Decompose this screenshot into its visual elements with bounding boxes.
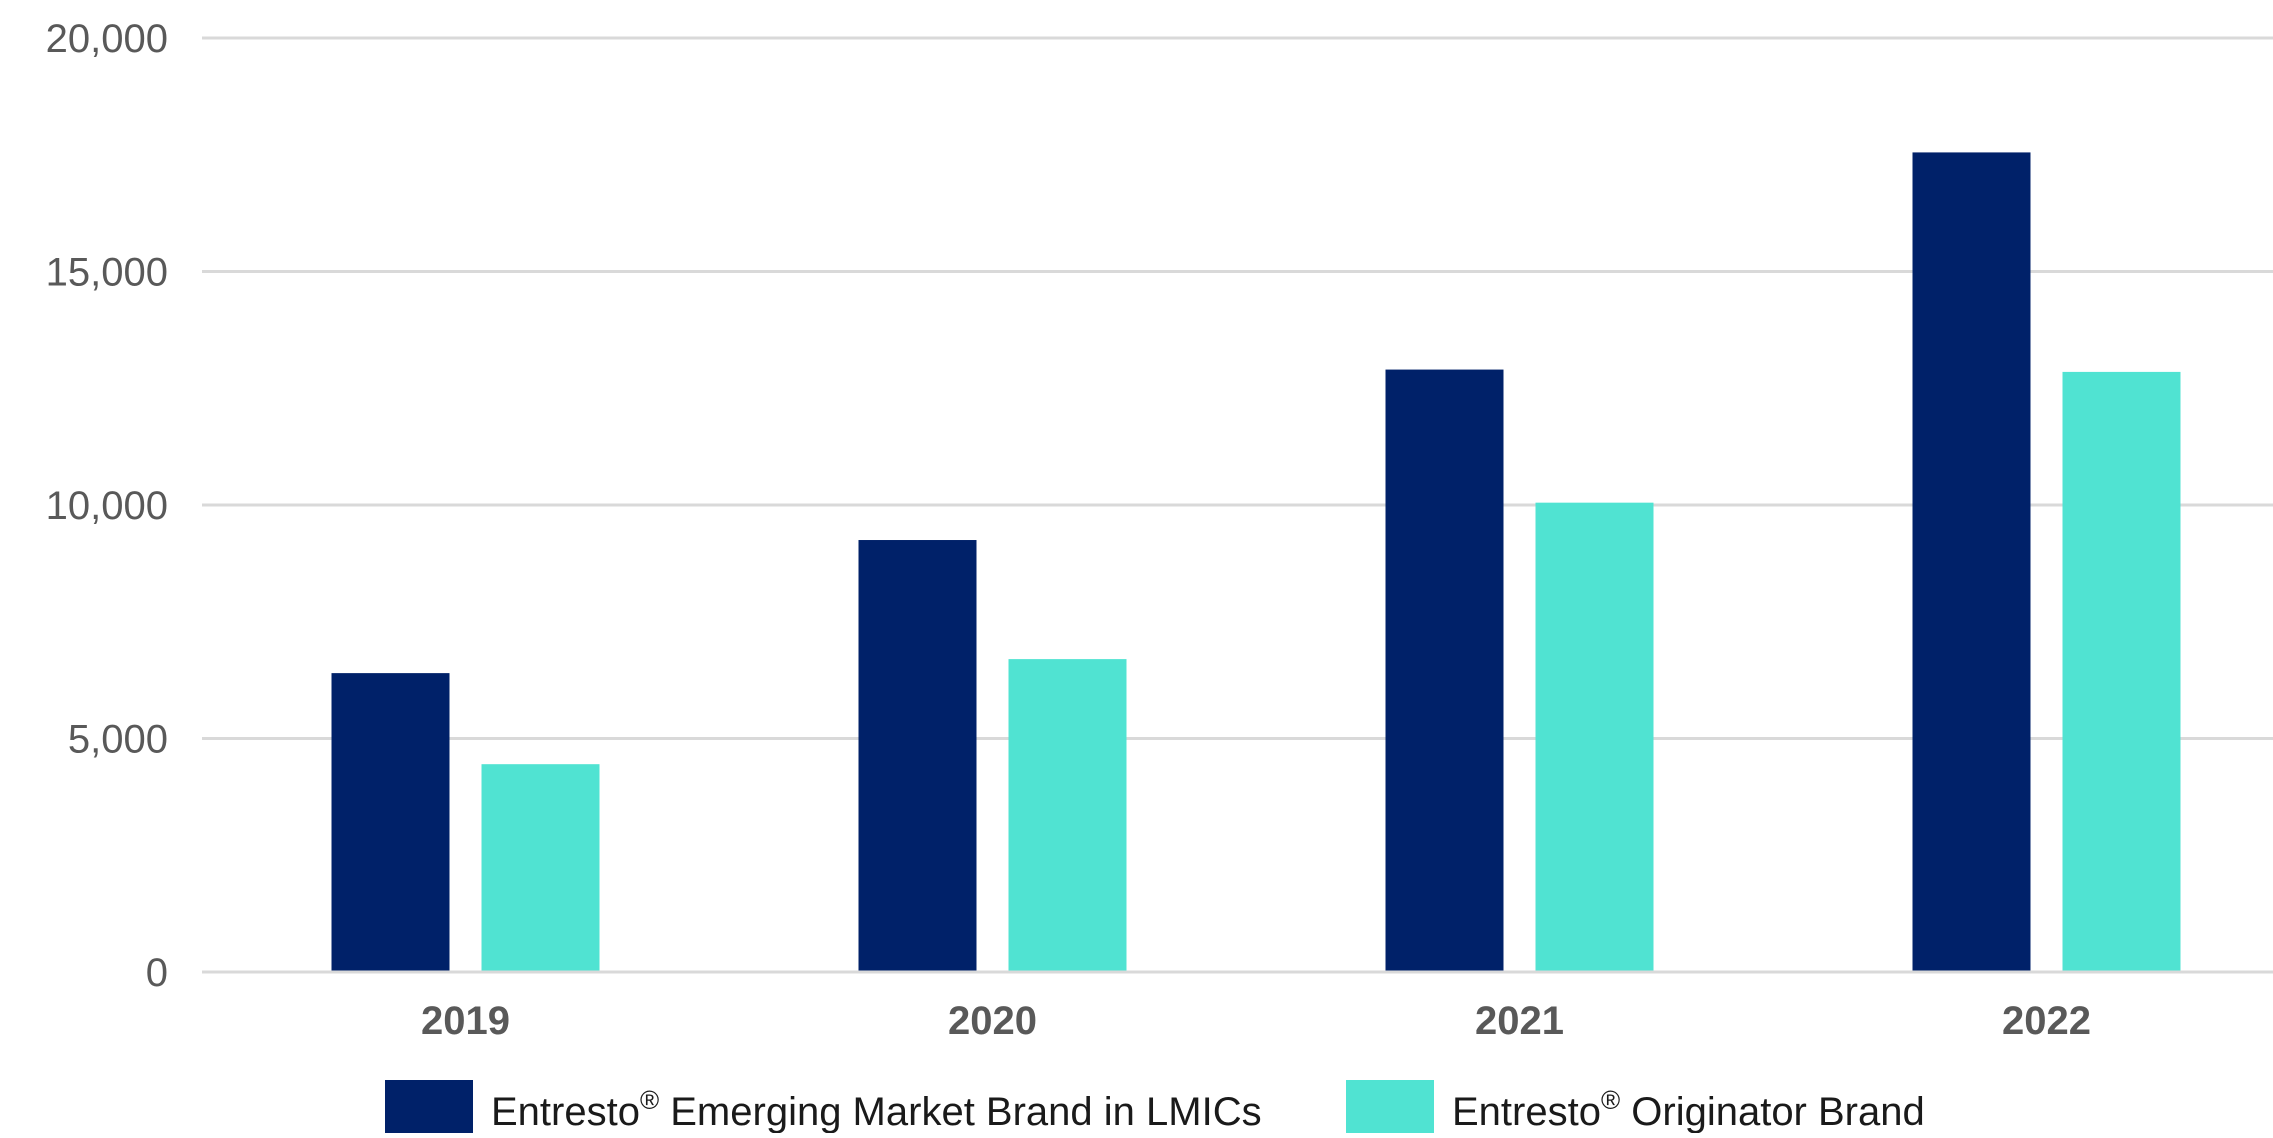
x-tick-label: 2020 [948,999,1037,1043]
bar-emerging-market-2019 [331,673,450,972]
x-tick-label: 2019 [421,999,510,1043]
y-tick-label: 20,000 [46,17,168,61]
y-tick-label: 15,000 [46,251,168,295]
legend-swatch [385,1080,473,1133]
legend[interactable]: Entresto® Emerging Market Brand in LMICs… [385,1080,1925,1134]
legend-label: Entresto® Originator Brand [1452,1085,1925,1133]
legend-label: Entresto® Emerging Market Brand in LMICs [491,1085,1262,1133]
bar-emerging-market-2020 [858,540,977,972]
bar-originator-2022 [2062,371,2181,972]
y-tick-label: 10,000 [46,484,168,528]
legend-swatch [1346,1080,1434,1133]
legend-item-originator[interactable]: Entresto® Originator Brand [1346,1080,1925,1134]
y-tick-label: 5,000 [68,718,168,762]
bar-emerging-market-2021 [1385,369,1504,972]
bar-originator-2021 [1535,502,1654,972]
x-tick-label: 2021 [1475,999,1564,1043]
bar-emerging-market-2022 [1912,152,2031,973]
x-tick-label: 2022 [2002,999,2091,1043]
legend-item-emerging-market[interactable]: Entresto® Emerging Market Brand in LMICs [385,1080,1262,1134]
bar-originator-2019 [481,764,600,972]
y-tick-label: 0 [146,951,168,995]
bars [331,152,2181,973]
bar-originator-2020 [1008,659,1127,972]
axes: 0 5,000 10,000 15,000 20,000 2019 2020 2021 2022 [46,17,2273,1043]
